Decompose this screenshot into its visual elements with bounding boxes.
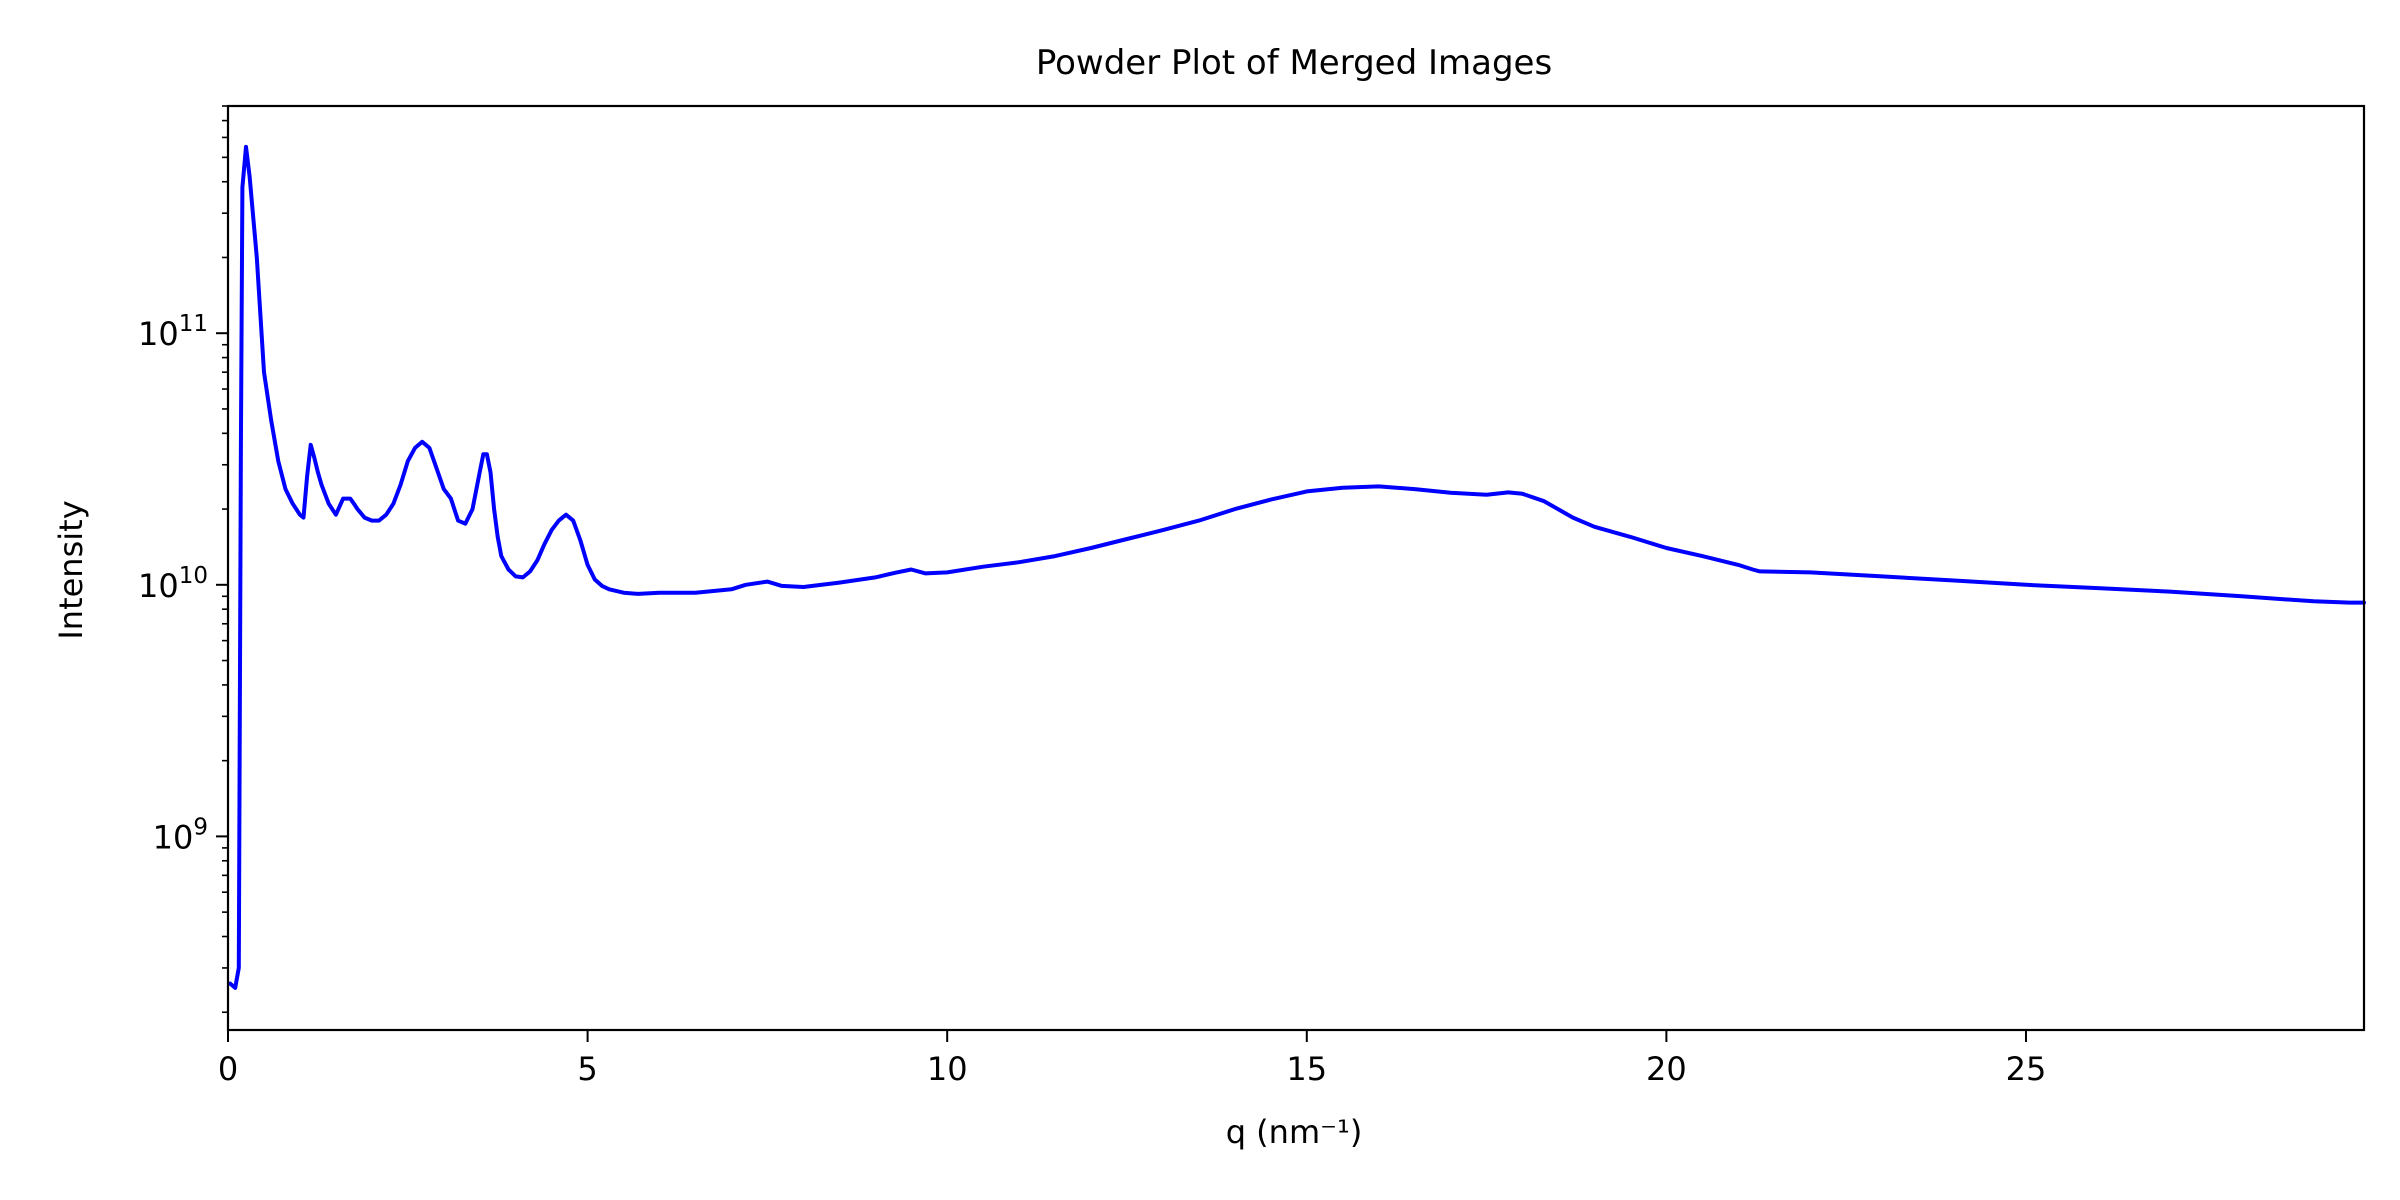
- plot-area: [228, 144, 2366, 990]
- series-line-0: [228, 144, 2366, 990]
- x-axis-label: q (nm⁻¹): [1226, 1113, 1363, 1151]
- x-tick-label: 5: [577, 1050, 597, 1088]
- chart-title: Powder Plot of Merged Images: [1036, 43, 1552, 83]
- y-tick-label: 1011: [138, 311, 208, 353]
- x-tick-label: 10: [927, 1050, 968, 1088]
- x-tick-label: 20: [1646, 1050, 1687, 1088]
- y-tick-label: 109: [153, 814, 208, 856]
- plot-frame: [226, 104, 2366, 1032]
- x-tick-label: 15: [1286, 1050, 1327, 1088]
- y-axis-label: Intensity: [52, 500, 90, 639]
- axes: 0 5 10 15 20 25 109 1010 1011: [138, 104, 2366, 1088]
- y-tick-label: 1010: [138, 563, 208, 605]
- x-tick-label: 25: [2006, 1050, 2047, 1088]
- x-tick-label: 0: [218, 1050, 238, 1088]
